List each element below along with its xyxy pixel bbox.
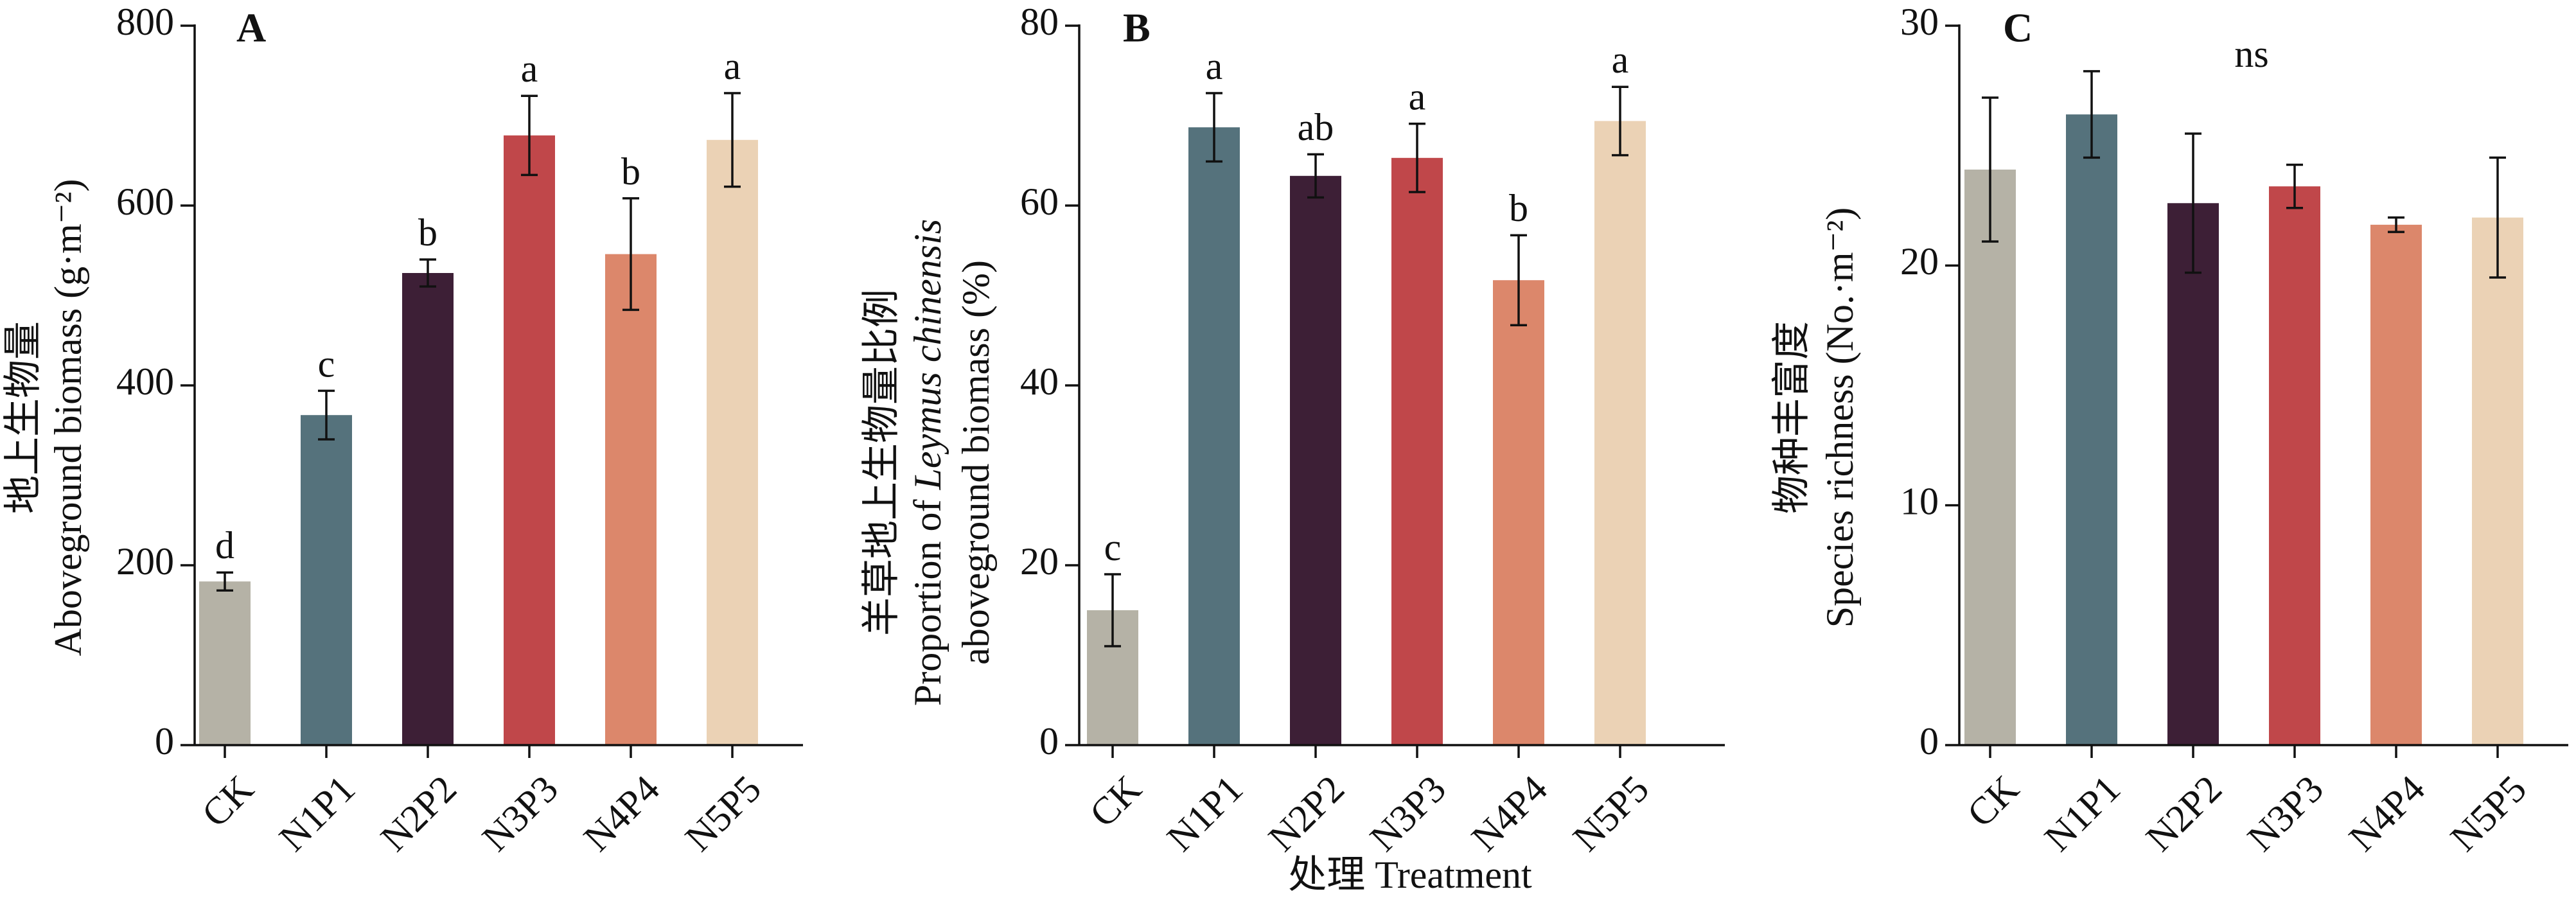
panel-b-bar-n2p2 xyxy=(1290,175,1341,745)
panel-b-x-tick-label-n4p4: N4P4 xyxy=(1463,768,1555,859)
panel-c-y-tick-label: 10 xyxy=(1900,480,1939,522)
panel-a-y-tick-label: 0 xyxy=(155,720,174,762)
panel-c-bar-n2p2 xyxy=(2167,203,2219,745)
panel-a-y-tick-label: 200 xyxy=(116,540,174,583)
panel-b-y-tick-label: 80 xyxy=(1020,1,1059,43)
panel-c-y-tick-label: 0 xyxy=(1919,720,1939,762)
panel-b-y-tick-label: 0 xyxy=(1039,720,1059,762)
panel-b-ylabel-en2-wrap: aboveground biomass (%) xyxy=(955,260,997,665)
panel-b-ylabel-en2: aboveground biomass (%) xyxy=(955,260,997,665)
panel-c-y-tick-label: 30 xyxy=(1900,1,1939,43)
panel-c-ylabel-en-wrap: Species richness (No.·m⁻²) xyxy=(1819,207,1861,628)
panel-b-y-tick-label: 40 xyxy=(1020,360,1059,403)
panel-b-sig-letter: a xyxy=(1206,45,1223,87)
panel-b-ylabel-pre: Proportion of xyxy=(906,489,949,706)
panel-b-bar-n4p4 xyxy=(1493,280,1544,745)
panel-b-ylabel-cn: 羊草地上生物量比例 xyxy=(860,289,903,636)
panel-b-x-tick-label-n2p2: N2P2 xyxy=(1260,768,1352,859)
panel-b-x-tick-label-n5p5: N5P5 xyxy=(1565,768,1657,859)
panel-a-sig-letter: b xyxy=(621,150,640,193)
panel-a-y-tick-label: 800 xyxy=(116,1,174,43)
panel-c-ylabel-en: Species richness (No.·m⁻²) xyxy=(1819,207,1861,628)
panel-a-bar-n4p4 xyxy=(605,254,657,746)
panel-b-bar-n3p3 xyxy=(1391,157,1443,746)
panel-b-ylabel: 羊草地上生物量比例 xyxy=(860,289,903,636)
panel-c-x-tick-label-n1p1: N1P1 xyxy=(2036,768,2128,859)
panel-b-ylabel-en: Proportion of Leymus chinensis xyxy=(906,219,949,706)
panel-c: C 物种丰富度 Species richness (No.·m⁻²) ns 0 1… xyxy=(1770,1,2568,859)
panel-a-ylabel: 地上生物量 xyxy=(2,321,44,514)
panel-b-x-tick-label-ck: CK xyxy=(1082,768,1150,836)
x-axis-title: 处理 Treatment xyxy=(1288,854,1532,896)
panel-c-bar-ck xyxy=(1964,170,2016,745)
panel-b-sig-letter: ab xyxy=(1298,106,1334,148)
panel-c-x-tick-label-n5p5: N5P5 xyxy=(2442,768,2534,859)
panel-a-y-tick-label: 400 xyxy=(116,360,174,403)
panel-c-x-tick-label-n2p2: N2P2 xyxy=(2138,768,2230,859)
panel-a-ylabel-en: Aboveground biomass (g·m⁻²) xyxy=(47,179,89,656)
panel-a-ylabel-cn: 地上生物量 xyxy=(2,321,44,514)
panel-a-x-tick-label-n1p1: N1P1 xyxy=(271,768,363,859)
panel-b-sig-letter: c xyxy=(1104,526,1122,568)
panel-b-ylabel-en-wrap: Proportion of Leymus chinensis xyxy=(906,219,949,706)
panel-c-bar-n3p3 xyxy=(2269,186,2320,746)
panel-b: B 羊草地上生物量比例 Proportion of Leymus chinens… xyxy=(860,1,1725,859)
panel-b-ylabel-italic: Leymus chinensis xyxy=(906,219,949,491)
panel-a-x-tick-label-n3p3: N3P3 xyxy=(474,768,566,859)
panel-a: A 地上生物量 Aboveground biomass (g·m⁻²) 0 200… xyxy=(2,1,803,859)
panel-a-x-tick-label-n2p2: N2P2 xyxy=(373,768,464,859)
panel-letter-b: B xyxy=(1123,5,1151,51)
panel-c-ylabel-cn: 物种丰富度 xyxy=(1770,321,1813,514)
panel-a-bar-n3p3 xyxy=(504,135,555,746)
panel-c-y-tick-label: 20 xyxy=(1900,240,1939,283)
panel-c-bar-n4p4 xyxy=(2370,224,2422,745)
panel-a-x-tick-label-n4p4: N4P4 xyxy=(576,768,667,859)
panel-c-ns-annotation: ns xyxy=(2234,33,2268,75)
panel-a-sig-letter: d xyxy=(215,524,234,567)
panel-a-sig-letter: c xyxy=(318,342,335,385)
panel-b-bar-n1p1 xyxy=(1188,127,1240,745)
panel-b-y-tick-label: 20 xyxy=(1020,540,1059,583)
panel-a-bar-n5p5 xyxy=(707,139,758,746)
panel-a-bar-n1p1 xyxy=(301,415,352,745)
panel-a-sig-letter: a xyxy=(521,48,538,90)
panel-c-bar-n5p5 xyxy=(2472,217,2523,746)
panel-c-ylabel: 物种丰富度 xyxy=(1770,321,1813,514)
panel-letter-a: A xyxy=(236,5,266,51)
panel-b-sig-letter: a xyxy=(1409,76,1426,118)
panel-a-x-tick-label-ck: CK xyxy=(194,768,262,836)
panel-c-x-tick-label-n3p3: N3P3 xyxy=(2239,768,2331,859)
panel-a-sig-letter: b xyxy=(418,211,437,254)
panel-b-sig-letter: b xyxy=(1509,187,1528,229)
panel-a-y-tick-label: 600 xyxy=(116,180,174,223)
panel-c-bar-n1p1 xyxy=(2066,114,2117,746)
panel-b-y-tick-label: 60 xyxy=(1020,180,1059,223)
panel-b-bar-n5p5 xyxy=(1594,121,1646,745)
panel-a-bar-n2p2 xyxy=(402,273,454,745)
panel-c-x-tick-label-n4p4: N4P4 xyxy=(2341,768,2433,859)
panel-a-x-tick-label-n5p5: N5P5 xyxy=(677,768,769,859)
panel-b-sig-letter: a xyxy=(1612,39,1629,81)
panel-c-x-tick-label-ck: CK xyxy=(1959,768,2027,836)
panel-letter-c: C xyxy=(2003,5,2033,51)
panel-a-ylabel-en-wrap: Aboveground biomass (g·m⁻²) xyxy=(47,179,89,656)
panel-a-bar-ck xyxy=(199,581,251,745)
panel-b-x-tick-label-n3p3: N3P3 xyxy=(1362,768,1454,859)
panel-b-x-tick-label-n1p1: N1P1 xyxy=(1159,768,1251,859)
panel-a-sig-letter: a xyxy=(724,45,741,87)
